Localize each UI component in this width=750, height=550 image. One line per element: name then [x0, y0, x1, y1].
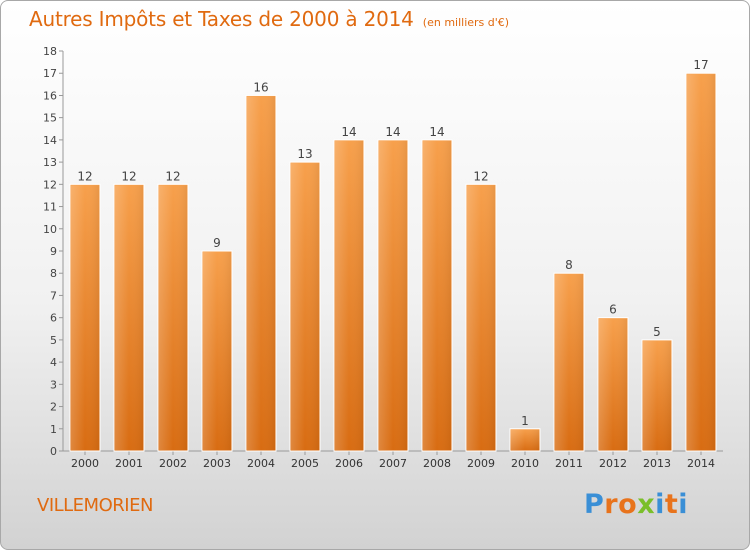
bar-shine-2011 [555, 274, 583, 450]
y-tick-label: 2 [50, 401, 57, 414]
chart-subtitle: (en milliers d'€) [422, 16, 510, 29]
y-tick-label: 5 [50, 334, 57, 347]
y-tick-label: 13 [43, 156, 57, 169]
bar-shine-2003 [203, 252, 231, 450]
logo-letter: x [637, 489, 656, 520]
x-tick-label-2000: 2000 [71, 457, 99, 470]
y-tick-label: 8 [50, 267, 57, 280]
bar-shine-2001 [115, 185, 143, 451]
value-label-2012: 6 [609, 303, 617, 317]
value-label-2014: 17 [693, 58, 708, 72]
y-tick-label: 16 [43, 89, 57, 102]
x-tick-label-2014: 2014 [687, 457, 715, 470]
y-tick-label: 11 [43, 201, 57, 214]
bar-shine-2013 [643, 340, 671, 450]
x-tick-label-2010: 2010 [511, 457, 539, 470]
y-tick-label: 18 [43, 45, 57, 58]
logo-letter: i [678, 489, 689, 520]
x-tick-label-2012: 2012 [599, 457, 627, 470]
value-label-2010: 1 [521, 414, 529, 428]
bar-shine-2014 [687, 74, 715, 450]
y-tick-label: 10 [43, 223, 57, 236]
bar-shine-2010 [511, 429, 539, 450]
y-tick-label: 0 [50, 445, 57, 458]
value-label-2002: 12 [165, 169, 180, 183]
value-label-2006: 14 [341, 125, 356, 139]
bar-shine-2007 [379, 140, 407, 450]
x-tick-label-2003: 2003 [203, 457, 231, 470]
y-tick-label: 9 [50, 245, 57, 258]
x-tick-label-2007: 2007 [379, 457, 407, 470]
y-tick-label: 6 [50, 312, 57, 325]
y-tick-label: 12 [43, 178, 57, 191]
y-tick-label: 1 [50, 423, 57, 436]
x-tick-label-2001: 2001 [115, 457, 143, 470]
value-label-2007: 14 [385, 125, 400, 139]
value-label-2009: 12 [473, 169, 488, 183]
logo-letter: t [664, 489, 679, 520]
x-tick-label-2002: 2002 [159, 457, 187, 470]
bar-shine-2005 [291, 163, 319, 450]
chart-title-block: Autres Impôts et Taxes de 2000 à 2014 (e… [29, 7, 509, 31]
value-label-2005: 13 [297, 147, 312, 161]
logo-letter: P [584, 489, 605, 520]
bar-shine-2012 [599, 318, 627, 450]
value-label-2001: 12 [121, 169, 136, 183]
proxiti-logo[interactable]: Proxiti [584, 489, 688, 520]
y-tick-label: 14 [43, 134, 57, 147]
x-tick-label-2011: 2011 [555, 457, 583, 470]
value-label-2003: 9 [213, 236, 221, 250]
bar-shine-2004 [247, 96, 275, 450]
value-label-2000: 12 [77, 169, 92, 183]
x-tick-label-2005: 2005 [291, 457, 319, 470]
logo-letter: i [655, 489, 665, 520]
x-tick-label-2013: 2013 [643, 457, 671, 470]
y-tick-label: 17 [43, 67, 57, 80]
location-name: VILLEMORIEN [37, 495, 153, 516]
y-tick-label: 4 [50, 356, 57, 369]
x-tick-label-2004: 2004 [247, 457, 275, 470]
bar-shine-2000 [71, 185, 99, 451]
bar-shine-2002 [159, 185, 187, 451]
y-tick-label: 7 [50, 289, 57, 302]
bar-shine-2008 [423, 140, 451, 450]
bar-shine-2009 [467, 185, 495, 451]
chart-title: Autres Impôts et Taxes de 2000 à 2014 [29, 7, 414, 31]
bars-group [69, 72, 717, 452]
x-tick-label-2009: 2009 [467, 457, 495, 470]
bar-shine-2006 [335, 140, 363, 450]
logo-letter: o [618, 489, 638, 520]
value-label-2011: 8 [565, 258, 573, 272]
value-label-2013: 5 [653, 325, 661, 339]
logo-letter: r [604, 489, 619, 520]
y-tick-label: 15 [43, 112, 57, 125]
y-tick-label: 3 [50, 378, 57, 391]
value-label-2004: 16 [253, 80, 268, 94]
x-tick-label-2008: 2008 [423, 457, 451, 470]
value-label-2008: 14 [429, 125, 444, 139]
x-tick-label-2006: 2006 [335, 457, 363, 470]
labels-group: 2000122001122002122003920041620051320061… [71, 58, 715, 470]
